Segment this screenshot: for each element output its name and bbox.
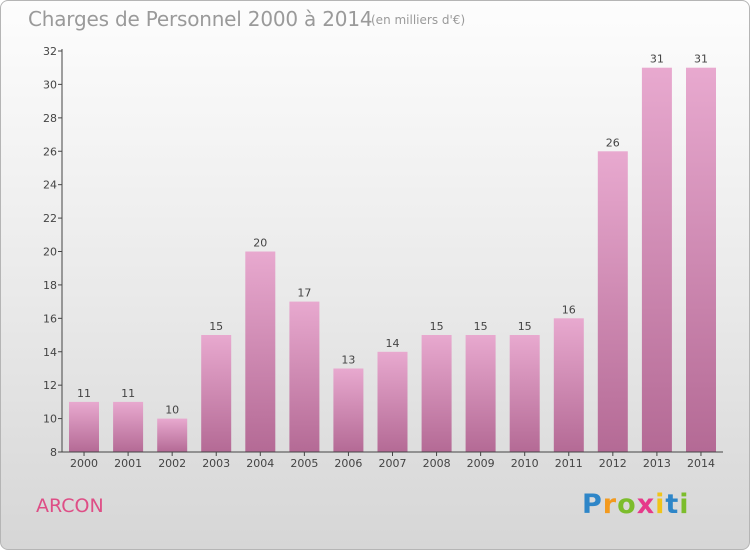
bar-2010 (509, 335, 540, 452)
logo-letter: i (679, 489, 690, 520)
value-label-2008: 15 (430, 320, 444, 333)
value-label-2012: 26 (606, 136, 620, 149)
logo-letter: r (602, 489, 618, 520)
bar-2000 (69, 401, 99, 452)
y-tick-label-18: 18 (43, 279, 57, 292)
bar-2006 (333, 368, 364, 452)
value-label-2006: 13 (341, 354, 355, 367)
logo-letter: o (617, 489, 637, 520)
bar-2003 (201, 335, 232, 452)
bar-2004 (245, 251, 276, 452)
x-tick-label-2004: 2004 (246, 457, 274, 470)
value-label-2010: 15 (518, 320, 532, 333)
y-tick-label-32: 32 (43, 45, 57, 58)
value-label-2009: 15 (474, 320, 488, 333)
bar-2007 (377, 351, 408, 453)
bar-2012 (597, 151, 628, 453)
logo-letter: i (655, 489, 666, 520)
x-tick-label-2009: 2009 (467, 457, 495, 470)
y-tick-label-22: 22 (43, 212, 57, 225)
y-tick-label-26: 26 (43, 145, 57, 158)
value-label-2005: 17 (297, 287, 311, 300)
bar-2014 (686, 67, 716, 452)
bar-2001 (113, 401, 144, 452)
x-tick-label-2008: 2008 (423, 457, 451, 470)
chart-title: Charges de Personnel 2000 à 2014 (28, 7, 373, 31)
value-label-2000: 11 (77, 387, 91, 400)
x-tick-label-2002: 2002 (158, 457, 186, 470)
y-tick-label-10: 10 (43, 413, 57, 426)
y-tick-label-24: 24 (43, 179, 57, 192)
value-label-2002: 10 (165, 404, 179, 417)
logo-letter: P (582, 489, 603, 520)
bar-2011 (553, 318, 584, 452)
bar-2002 (157, 418, 188, 452)
x-tick-label-2011: 2011 (555, 457, 583, 470)
logo-letter: t (665, 489, 680, 520)
y-tick-label-14: 14 (43, 346, 57, 359)
bar-2013 (641, 67, 672, 452)
value-label-2007: 14 (386, 337, 400, 350)
x-tick-label-2003: 2003 (202, 457, 230, 470)
value-label-2013: 31 (650, 53, 664, 66)
bar-2008 (421, 335, 452, 452)
value-label-2014: 31 (694, 53, 708, 66)
value-label-2001: 11 (121, 387, 135, 400)
x-tick-label-2000: 2000 (70, 457, 98, 470)
y-tick-label-16: 16 (43, 312, 57, 325)
x-tick-label-2014: 2014 (687, 457, 715, 470)
city-name: ARCON (36, 495, 104, 517)
x-tick-label-2007: 2007 (379, 457, 407, 470)
proxiti-logo: Proxiti (582, 489, 690, 520)
x-tick-label-2012: 2012 (599, 457, 627, 470)
x-tick-label-2006: 2006 (334, 457, 362, 470)
bar-2005 (289, 301, 320, 452)
x-tick-label-2005: 2005 (290, 457, 318, 470)
value-label-2011: 16 (562, 303, 576, 316)
chart-unit: (en milliers d'€) (371, 13, 466, 27)
value-label-2003: 15 (209, 320, 223, 333)
y-tick-label-20: 20 (43, 246, 57, 259)
y-tick-label-30: 30 (43, 78, 57, 91)
y-tick-label-8: 8 (50, 446, 57, 459)
x-tick-label-2010: 2010 (511, 457, 539, 470)
x-tick-label-2013: 2013 (643, 457, 671, 470)
y-tick-label-28: 28 (43, 112, 57, 125)
x-tick-label-2001: 2001 (114, 457, 142, 470)
value-label-2004: 20 (253, 237, 267, 250)
y-tick-label-12: 12 (43, 379, 57, 392)
logo-letter: x (636, 489, 656, 520)
bar-2009 (465, 335, 496, 452)
